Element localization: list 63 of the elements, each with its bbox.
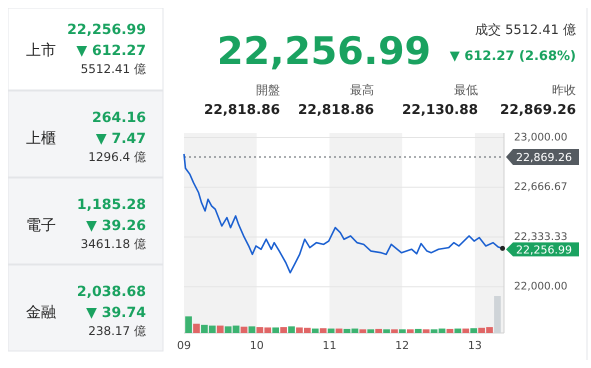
text: 成交 5512.41 億 [474,22,576,38]
text: 22,130.88 [402,102,478,118]
text: 開盤 [256,83,280,97]
y-tick-label: 22,333.33 [514,230,568,243]
bar [470,328,478,333]
y-tick-label: 22,000.00 [514,280,568,293]
text: 5512.41 億 [80,62,146,76]
annotation: 22,256.99 [516,243,572,256]
bar [454,328,462,333]
bar [375,328,382,333]
bar [399,329,406,333]
text: 238.17 億 [88,324,146,338]
bar [414,328,422,333]
bar [391,329,398,333]
bar [185,316,192,333]
text: ▼ 39.26 [86,218,146,234]
bar [240,326,248,333]
text: 2,038.68 [76,284,146,300]
x-tick-label: 12 [395,339,410,352]
text: 1296.4 億 [88,150,146,164]
x-tick-label: 10 [250,339,264,352]
bar [336,328,342,333]
text: ▼ 612.27 [76,43,146,59]
text: ▼ 39.74 [86,305,146,321]
x-tick-label: 09 [177,339,191,352]
bar [216,326,224,333]
text: 上櫃 [26,129,56,147]
bar [383,329,390,333]
text: 22,818.86 [204,102,280,118]
bar [320,328,327,333]
bar [359,329,366,333]
bar [367,329,374,333]
text: 22,869.26 [500,102,576,118]
text: ▼ 7.47 [96,131,146,147]
bar [280,327,287,333]
text: 22,818.86 [298,102,374,118]
bar [272,327,280,333]
bar [328,328,334,333]
x-tick-label: 11 [322,339,336,352]
y-tick-label: 23,000.00 [514,131,568,144]
bar [312,328,319,333]
text: 264.16 [92,110,146,126]
text: 3461.18 億 [80,237,146,251]
bar [462,328,470,333]
text: 1,185.28 [76,197,146,213]
text: 最低 [454,83,478,97]
text: 電子 [26,216,56,234]
text: ▼ 612.27 (2.68%) [450,49,576,64]
bar [422,329,430,333]
bar [193,324,200,333]
text: 金融 [26,303,56,321]
text: 最高 [350,83,374,97]
bar [406,329,414,333]
ref-line-label: 22,869.26 [516,150,572,164]
bar [446,328,454,333]
text: 22,256.99 [217,29,431,73]
bar [248,326,256,333]
y-tick-label: 22,666.67 [514,181,568,194]
text: 昨收 [552,83,576,97]
text: 上市 [26,41,56,59]
x-tick-label: 13 [468,339,482,352]
text: 22,256.99 [67,22,146,38]
bar [288,326,295,333]
